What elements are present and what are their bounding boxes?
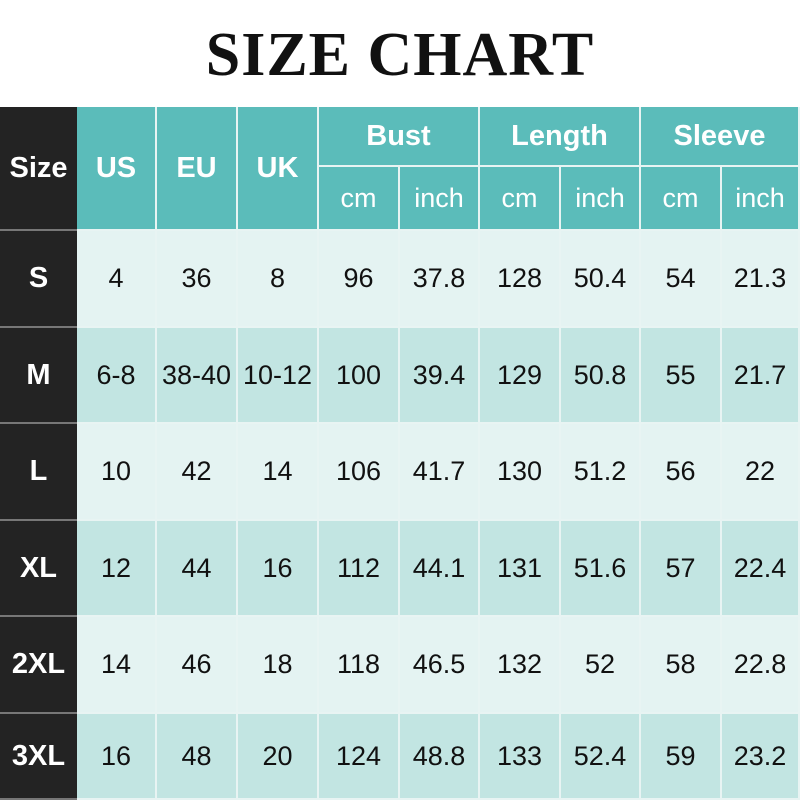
- cell-bust-inch: 39.4: [400, 328, 480, 424]
- cell-bust-cm: 118: [319, 617, 400, 714]
- header-bust: Bust: [319, 107, 480, 167]
- page-title: SIZE CHART: [205, 21, 595, 89]
- cell-size: XL: [0, 521, 77, 617]
- cell-sleeve-cm: 54: [641, 231, 722, 328]
- cell-us: 12: [77, 521, 157, 617]
- header-sleeve-inch: inch: [722, 167, 800, 231]
- cell-uk: 8: [238, 231, 319, 328]
- cell-length-cm: 133: [480, 714, 561, 800]
- cell-us: 4: [77, 231, 157, 328]
- cell-size: S: [0, 231, 77, 328]
- header-length-inch: inch: [561, 167, 641, 231]
- cell-length-cm: 132: [480, 617, 561, 714]
- cell-uk: 20: [238, 714, 319, 800]
- cell-uk: 16: [238, 521, 319, 617]
- cell-sleeve-inch: 22: [722, 424, 800, 521]
- cell-sleeve-inch: 22.4: [722, 521, 800, 617]
- cell-bust-inch: 37.8: [400, 231, 480, 328]
- cell-sleeve-inch: 21.3: [722, 231, 800, 328]
- cell-size: 3XL: [0, 714, 77, 800]
- cell-length-cm: 131: [480, 521, 561, 617]
- cell-length-cm: 129: [480, 328, 561, 424]
- cell-length-inch: 51.2: [561, 424, 641, 521]
- header-us: US: [77, 107, 157, 231]
- header-length: Length: [480, 107, 641, 167]
- header-eu: EU: [157, 107, 238, 231]
- cell-eu: 36: [157, 231, 238, 328]
- cell-bust-cm: 112: [319, 521, 400, 617]
- cell-sleeve-inch: 22.8: [722, 617, 800, 714]
- cell-length-inch: 51.6: [561, 521, 641, 617]
- cell-us: 6-8: [77, 328, 157, 424]
- cell-us: 10: [77, 424, 157, 521]
- cell-length-cm: 130: [480, 424, 561, 521]
- cell-length-inch: 52: [561, 617, 641, 714]
- header-bust-inch: inch: [400, 167, 480, 231]
- cell-sleeve-cm: 57: [641, 521, 722, 617]
- cell-bust-inch: 44.1: [400, 521, 480, 617]
- cell-length-cm: 128: [480, 231, 561, 328]
- cell-uk: 10-12: [238, 328, 319, 424]
- cell-sleeve-cm: 56: [641, 424, 722, 521]
- cell-bust-cm: 106: [319, 424, 400, 521]
- cell-us: 16: [77, 714, 157, 800]
- cell-bust-cm: 100: [319, 328, 400, 424]
- cell-uk: 14: [238, 424, 319, 521]
- cell-sleeve-inch: 23.2: [722, 714, 800, 800]
- header-size: Size: [0, 107, 77, 231]
- header-sleeve: Sleeve: [641, 107, 800, 167]
- cell-eu: 46: [157, 617, 238, 714]
- cell-bust-cm: 124: [319, 714, 400, 800]
- cell-sleeve-inch: 21.7: [722, 328, 800, 424]
- cell-us: 14: [77, 617, 157, 714]
- cell-length-inch: 50.4: [561, 231, 641, 328]
- header-sleeve-cm: cm: [641, 167, 722, 231]
- cell-size: 2XL: [0, 617, 77, 714]
- header-length-cm: cm: [480, 167, 561, 231]
- header-bust-cm: cm: [319, 167, 400, 231]
- cell-uk: 18: [238, 617, 319, 714]
- cell-bust-inch: 46.5: [400, 617, 480, 714]
- cell-size: L: [0, 424, 77, 521]
- header-uk: UK: [238, 107, 319, 231]
- cell-eu: 48: [157, 714, 238, 800]
- cell-bust-cm: 96: [319, 231, 400, 328]
- cell-sleeve-cm: 59: [641, 714, 722, 800]
- cell-eu: 38-40: [157, 328, 238, 424]
- size-chart-table: Size US EU UK Bust cm inch Length cm inch Sleeve cm…: [0, 107, 800, 800]
- cell-eu: 44: [157, 521, 238, 617]
- cell-sleeve-cm: 58: [641, 617, 722, 714]
- cell-eu: 42: [157, 424, 238, 521]
- cell-length-inch: 50.8: [561, 328, 641, 424]
- cell-bust-inch: 48.8: [400, 714, 480, 800]
- cell-sleeve-cm: 55: [641, 328, 722, 424]
- cell-bust-inch: 41.7: [400, 424, 480, 521]
- cell-size: M: [0, 328, 77, 424]
- cell-length-inch: 52.4: [561, 714, 641, 800]
